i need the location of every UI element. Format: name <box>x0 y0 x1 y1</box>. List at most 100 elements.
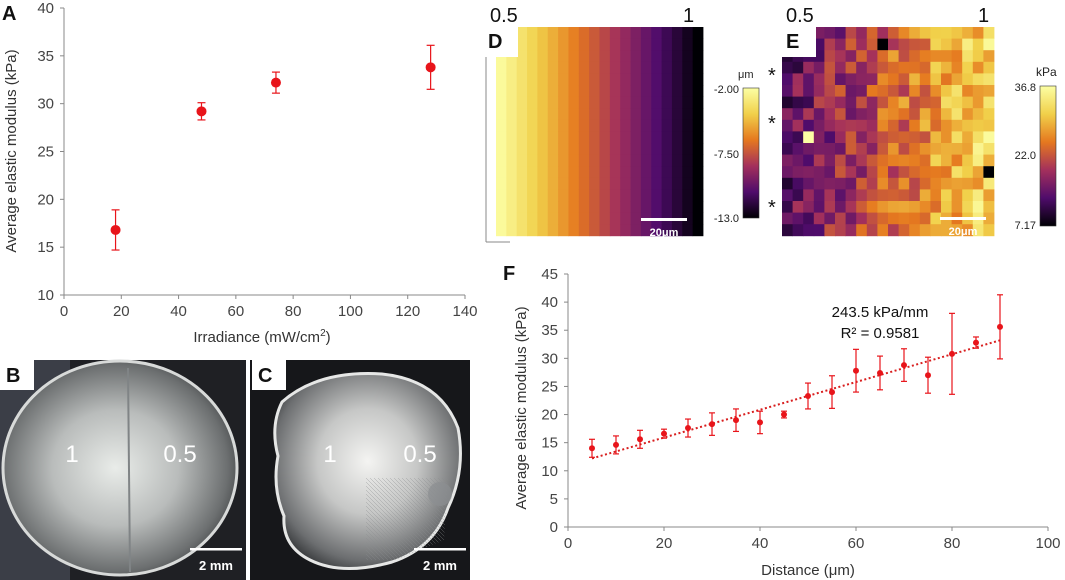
map-cell <box>568 177 580 190</box>
map-cell <box>506 96 518 109</box>
panel-d-colorbar-tick: -7.50 <box>714 149 739 161</box>
map-cell <box>813 108 825 121</box>
map-cell <box>640 61 652 74</box>
map-cell <box>516 38 528 51</box>
map-cell <box>824 143 836 155</box>
map-cell <box>682 212 694 225</box>
map-cell <box>813 38 825 51</box>
map-cell <box>983 119 995 132</box>
map-cell <box>578 108 590 121</box>
y-tick-label: 20 <box>37 191 54 208</box>
map-cell <box>930 189 942 202</box>
map-cell <box>792 96 804 109</box>
map-cell <box>972 38 984 51</box>
map-cell <box>692 189 704 202</box>
map-cell <box>824 119 836 132</box>
map-cell <box>930 119 942 132</box>
map-cell <box>919 61 931 74</box>
map-cell <box>951 166 963 179</box>
map-cell <box>620 27 631 39</box>
map-cell <box>537 177 549 190</box>
map-cell <box>682 61 694 74</box>
map-cell <box>527 212 538 225</box>
map-cell <box>877 201 889 213</box>
panel-d-top-left-label: 0.5 <box>490 5 518 27</box>
map-cell <box>930 27 942 39</box>
map-cell <box>983 166 994 178</box>
map-cell <box>866 61 878 74</box>
map-cell <box>609 131 621 144</box>
map-cell <box>589 177 600 190</box>
map-cell <box>496 177 507 190</box>
map-cell <box>692 154 704 167</box>
map-cell <box>898 73 910 86</box>
map-cell <box>972 154 984 167</box>
map-cell <box>877 50 889 63</box>
map-cell <box>640 96 652 109</box>
map-cell <box>516 154 528 167</box>
map-cell <box>813 166 825 179</box>
map-cell <box>824 224 836 237</box>
y-tick-label: 10 <box>37 287 54 304</box>
panel-e-colorbar-unit: kPa <box>1036 65 1057 79</box>
map-cell <box>845 189 857 202</box>
map-cell <box>537 96 549 109</box>
map-cell <box>951 177 963 190</box>
map-cell <box>640 50 652 63</box>
map-cell <box>877 189 889 202</box>
map-cell <box>930 85 942 97</box>
map-cell <box>930 131 942 144</box>
map-cell <box>558 119 569 132</box>
map-cell <box>845 224 857 237</box>
map-cell <box>640 108 652 121</box>
map-cell <box>527 166 538 179</box>
map-cell <box>558 154 569 167</box>
map-cell <box>866 85 878 97</box>
map-cell <box>682 166 694 179</box>
map-cell <box>803 131 814 143</box>
map-cell <box>516 166 528 179</box>
x-tick-label: 140 <box>452 303 477 320</box>
x-tick-label: 60 <box>848 535 865 552</box>
map-cell <box>856 131 868 144</box>
map-cell <box>803 119 815 132</box>
map-cell <box>866 154 878 167</box>
map-cell <box>856 61 868 74</box>
map-cell <box>909 50 921 63</box>
map-cell <box>589 154 600 167</box>
map-cell <box>537 119 549 132</box>
map-cell <box>609 108 621 121</box>
map-cell <box>599 131 611 144</box>
map-cell <box>824 96 836 109</box>
map-cell <box>651 73 662 86</box>
panel-f-x-axis-label: Distance (μm) <box>761 562 855 579</box>
map-cell <box>835 38 846 51</box>
panel-e-colorbar-tick: 22.0 <box>1015 150 1036 162</box>
panel-e-modulus-map: 0.5 1 E * * * 20μm kPa 36.8 22.0 7.17 <box>768 5 1057 238</box>
map-cell <box>930 166 942 179</box>
map-cell <box>661 131 673 144</box>
map-cell <box>651 154 662 167</box>
map-cell <box>803 154 815 167</box>
map-cell <box>962 224 974 237</box>
map-cell <box>599 212 611 225</box>
map-cell <box>682 108 694 121</box>
map-cell <box>909 96 921 109</box>
map-cell <box>547 143 559 155</box>
data-point <box>637 436 643 443</box>
map-cell <box>620 108 631 121</box>
map-cell <box>919 154 931 167</box>
map-cell <box>609 177 621 190</box>
panel-f-r2-annotation: R² = 0.9581 <box>841 325 920 342</box>
map-cell <box>496 108 507 121</box>
map-cell <box>558 189 569 202</box>
map-cell <box>835 108 846 121</box>
map-cell <box>824 177 836 190</box>
map-cell <box>558 38 569 51</box>
map-cell <box>516 27 528 39</box>
map-cell <box>506 212 518 225</box>
map-cell <box>782 212 793 225</box>
map-cell <box>845 177 857 190</box>
map-cell <box>651 131 662 144</box>
map-cell <box>578 38 590 51</box>
